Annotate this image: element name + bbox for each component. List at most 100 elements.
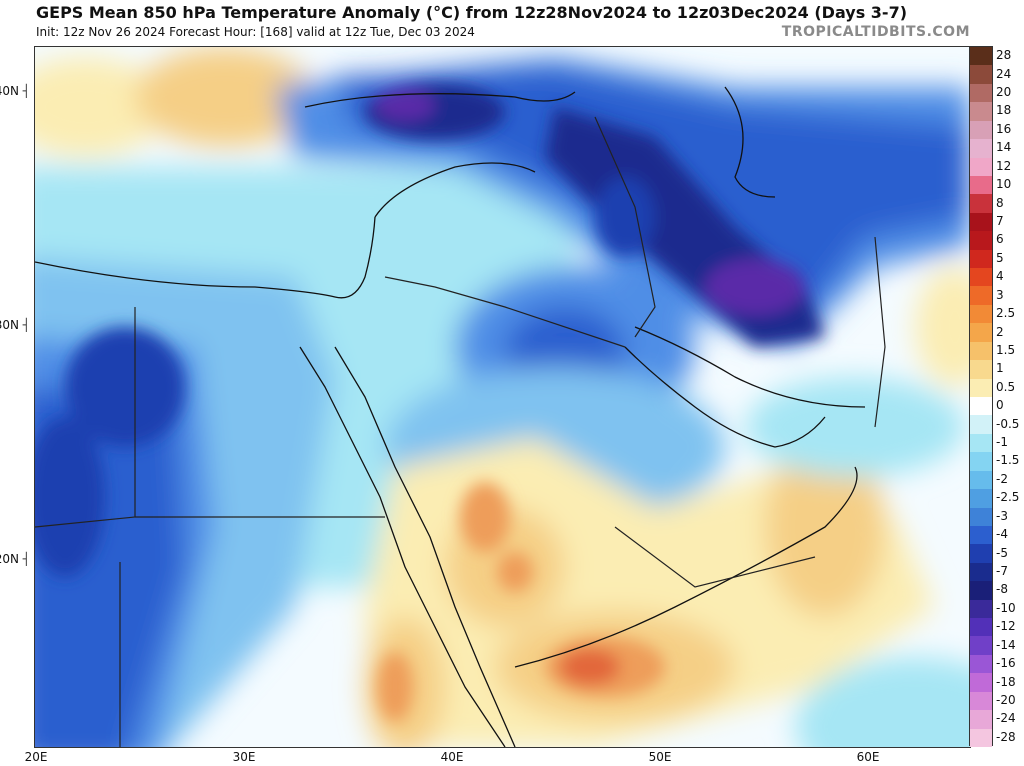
colorbar-swatch (970, 268, 992, 287)
anomaly-field (35, 47, 970, 747)
colorbar-label: -18 (996, 674, 1016, 689)
colorbar-label: 7 (996, 214, 1004, 228)
med-coast (35, 216, 376, 299)
colorbar-label: 2.5 (996, 306, 1016, 321)
colorbar-swatch (970, 175, 992, 195)
colorbar-swatch (970, 507, 992, 527)
colorbar-label: 1.5 (996, 342, 1016, 357)
borders (35, 116, 886, 747)
colorbar-swatch (970, 341, 992, 361)
colorbar-swatch (970, 728, 992, 748)
colorbar-label: 2 (996, 324, 1004, 339)
colorbar-label: -28 (996, 729, 1016, 744)
colorbar-swatch (970, 433, 992, 453)
colorbar-label: -2.5 (996, 490, 1020, 505)
colorbar-label: -7 (996, 564, 1008, 578)
colorbar-swatch (970, 360, 992, 380)
border-yemen (614, 526, 816, 588)
colorbar-swatch (970, 544, 992, 564)
chart-title: GEPS Mean 850 hPa Temperature Anomaly (°… (36, 3, 908, 22)
colorbar-swatch (970, 65, 992, 85)
colorbar-swatch (970, 378, 992, 398)
colorbar-label: -20 (996, 692, 1016, 707)
colorbar-swatch (970, 470, 992, 490)
colorbar-swatch (970, 599, 992, 619)
colorbar-label: -10 (996, 600, 1016, 615)
colorbar-swatch (970, 654, 992, 674)
colorbar-label: -5 (996, 545, 1008, 560)
colorbar-label: 6 (996, 232, 1004, 247)
colorbar-label: 18 (996, 103, 1012, 118)
black-sea (304, 91, 576, 108)
red-sea-east (334, 346, 516, 747)
lon-label-30e: 30E (232, 750, 256, 764)
colorbar-label: -2 (996, 471, 1008, 486)
colorbar-swatch (970, 673, 992, 693)
lon-label-60e: 60E (856, 750, 880, 764)
colorbar-swatch (970, 249, 992, 269)
colorbar-swatch (970, 636, 992, 656)
border-iran-iraq (594, 116, 656, 338)
colorbar-label: 12 (996, 158, 1012, 173)
colorbar-label: -1.5 (996, 453, 1020, 468)
colorbar-swatch (970, 691, 992, 711)
colorbar-label: 16 (996, 121, 1012, 136)
colorbar-swatch (970, 489, 992, 508)
colorbar-swatch (970, 304, 992, 324)
chart-subtitle: Init: 12z Nov 26 2024 Forecast Hour: [16… (36, 25, 475, 39)
colorbar-label: 24 (996, 66, 1012, 81)
lat-label-40n: 40N (0, 84, 30, 98)
colorbar-swatch (970, 139, 992, 158)
colorbar-swatch (970, 83, 992, 103)
turkey-coast (374, 162, 536, 218)
red-sea-west (299, 346, 506, 747)
colorbar-swatch (970, 194, 992, 214)
colorbar-label: 5 (996, 250, 1004, 265)
coastlines (35, 86, 866, 747)
colorbar-label: 28 (996, 48, 1012, 63)
colorbar-label: 14 (996, 140, 1012, 155)
anomaly-cores (35, 84, 825, 722)
colorbar-swatch (970, 102, 992, 122)
colorbar-swatch (970, 525, 992, 545)
colorbar-label: 1 (996, 361, 1004, 376)
colorbar (969, 46, 993, 748)
colorbar-label: 0 (996, 398, 1004, 413)
lat-label-20n: 20N (0, 552, 30, 566)
border-saudi-north (384, 276, 626, 348)
colorbar-label: 20 (996, 85, 1012, 100)
colorbar-label: 4 (996, 269, 1004, 284)
map-canvas (35, 47, 970, 747)
colorbar-swatch (970, 415, 992, 435)
colorbar-swatch (970, 231, 992, 251)
colorbar-label: -1 (996, 435, 1008, 450)
colorbar-swatch (970, 562, 992, 582)
colorbar-swatch (970, 47, 992, 66)
colorbar-label: -12 (996, 619, 1016, 634)
map-panel[interactable] (34, 46, 971, 748)
lon-label-50e: 50E (648, 750, 672, 764)
lon-label-20e: 20E (24, 750, 48, 764)
colorbar-swatch (970, 452, 992, 472)
colorbar-label: 8 (996, 195, 1004, 210)
site-brand: TROPICALTIDBITS.COM (781, 24, 970, 40)
colorbar-label: -24 (996, 711, 1016, 726)
colorbar-label: -14 (996, 637, 1016, 652)
colorbar-swatch (970, 581, 992, 601)
colorbar-label: -8 (996, 582, 1008, 597)
colorbar-swatch (970, 286, 992, 306)
colorbar-swatch (970, 157, 992, 177)
caspian (724, 86, 776, 198)
colorbar-swatch (970, 710, 992, 730)
colorbar-label: -0.5 (996, 416, 1020, 431)
arabia-south (514, 466, 858, 668)
colorbar-label: -16 (996, 656, 1016, 671)
colorbar-swatch (970, 120, 992, 140)
lon-label-40e: 40E (440, 750, 464, 764)
gulf-south (624, 346, 826, 448)
colorbar-label: 10 (996, 177, 1012, 192)
lat-label-30n: 30N (0, 318, 30, 332)
colorbar-label: 0.5 (996, 379, 1016, 394)
colorbar-swatch (970, 212, 992, 232)
colorbar-swatch (970, 397, 992, 416)
